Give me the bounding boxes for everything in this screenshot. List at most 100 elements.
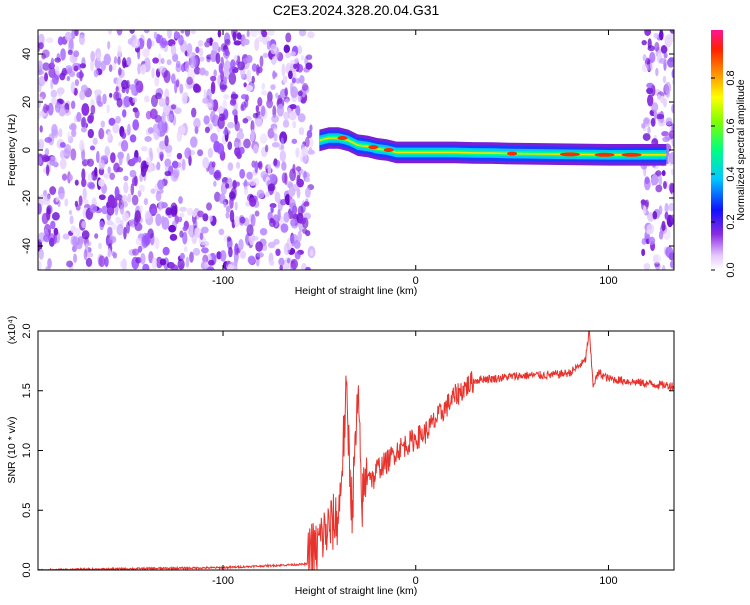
spectrogram-cell (100, 120, 105, 128)
spectrogram-cell (203, 115, 210, 125)
spectrogram-cell (194, 126, 199, 135)
spectrogram-cell (76, 111, 82, 123)
spectrogram-cell (303, 201, 310, 207)
spectrogram-cell (135, 257, 142, 264)
spectrogram-cell (191, 107, 197, 118)
spectrogram-cell (185, 256, 190, 268)
spectrogram-cell (75, 204, 81, 211)
spectrogram-cell (98, 194, 106, 201)
spectrogram-cell (194, 226, 201, 239)
spectrogram-cell (279, 91, 284, 98)
spectrogram-cell (305, 266, 311, 270)
spectrogram-cell (299, 75, 305, 84)
spectrogram-cell (273, 132, 278, 142)
spectrogram-cell (80, 117, 86, 129)
spectrogram-cell (642, 205, 647, 215)
spectrogram-cell (210, 50, 215, 62)
spectrogram-cell (659, 30, 664, 41)
spectrogram-cell (181, 158, 186, 171)
spectrogram-cell (107, 251, 111, 258)
spectrogram-cell (227, 141, 233, 151)
spectrogram-cell (160, 215, 166, 226)
spectrogram-cell (222, 99, 227, 111)
spectrogram-cell (186, 42, 193, 55)
spectrogram-cell (101, 205, 109, 215)
spectrogram-cell (665, 90, 671, 98)
spectrogram-cell (242, 118, 249, 124)
spectrogram-cell (63, 109, 71, 116)
spectrogram-cell (51, 211, 60, 221)
spectrogram-peak-0 (337, 136, 348, 140)
spectrogram-x-ticks: -100 0 100 (212, 30, 618, 287)
spectrogram-cell (71, 129, 77, 138)
spectrogram-cell (225, 57, 229, 69)
spectrogram-cell (656, 113, 665, 120)
spectrogram-cell (663, 52, 668, 59)
colorbar-tick-label-2: 0.4 (725, 166, 737, 181)
spectrogram-cell (654, 41, 660, 52)
spectrogram-cell (288, 70, 293, 80)
spectrogram-cell (655, 67, 659, 77)
spectrogram-cell (212, 41, 219, 52)
spectrogram-cell (98, 255, 106, 268)
spectrogram-cell (641, 248, 646, 257)
spectrogram-cell (652, 210, 658, 220)
spectrogram-cell (74, 79, 80, 87)
spectrogram-cell (290, 233, 299, 244)
spectrogram-cell (202, 97, 209, 104)
spectrogram-cell (179, 206, 188, 212)
spectrogram-cell (140, 165, 147, 178)
colorbar-gradient (711, 30, 723, 270)
spectrogram-cell (72, 253, 78, 264)
spectrogram-cell (132, 119, 140, 131)
spectrogram-cell (236, 131, 245, 140)
spectrogram-cell (228, 191, 236, 200)
spectrogram-cell (79, 63, 87, 69)
spectrogram-cell (170, 171, 179, 182)
spectrogram-cell (99, 220, 105, 231)
spectrogram-cell (259, 227, 268, 236)
spectrogram-cell (130, 183, 135, 196)
spectrogram-cell (217, 30, 222, 38)
spectrogram-cell (50, 97, 58, 105)
spectrogram-cell (193, 66, 201, 75)
spectrogram-cell (137, 63, 141, 75)
spectrogram-cell (650, 117, 656, 127)
spectrogram-cell (79, 89, 86, 101)
spectrogram-cell (149, 164, 158, 171)
spectrogram-cell (247, 255, 256, 265)
spectrogram-cell (254, 38, 260, 52)
spectrogram-cell (664, 211, 669, 220)
spectrogram-cell (47, 258, 52, 268)
spectrogram-cell (213, 171, 221, 179)
spectrogram-cell (297, 205, 304, 217)
spectrogram-cell (83, 249, 88, 261)
spectrogram-cell (92, 137, 98, 145)
spectrogram-cell (282, 75, 288, 84)
spectrogram-cell (62, 233, 70, 240)
spectrogram-cell (143, 197, 149, 206)
spectrogram-cell (170, 44, 177, 56)
spectrogram-cell (137, 245, 143, 253)
spectrogram-cell (671, 68, 674, 79)
spectrogram-cell (73, 50, 80, 58)
spectrogram-cell (81, 220, 87, 229)
spectrogram-cell (127, 193, 132, 203)
spectrogram-cell (251, 235, 259, 241)
spectrogram-cell (157, 52, 162, 66)
spectrogram-cell (271, 114, 279, 123)
spectrogram-cell (106, 205, 115, 216)
spectrogram-cell (298, 127, 305, 136)
spectrogram-cell (297, 94, 302, 103)
spectrogram-cell (308, 137, 314, 148)
spectrogram-cell (664, 35, 670, 48)
spectrogram-cell (165, 207, 173, 216)
spectrogram-cell (259, 133, 268, 144)
spectrogram-cell (192, 219, 198, 230)
spectrogram-cell (114, 186, 120, 198)
spectrogram-cell (96, 95, 101, 104)
spectrogram-cell (150, 208, 158, 215)
spectrogram-cell (44, 137, 53, 143)
spectrogram-cell (121, 109, 127, 118)
spectrogram-cell (87, 158, 95, 167)
